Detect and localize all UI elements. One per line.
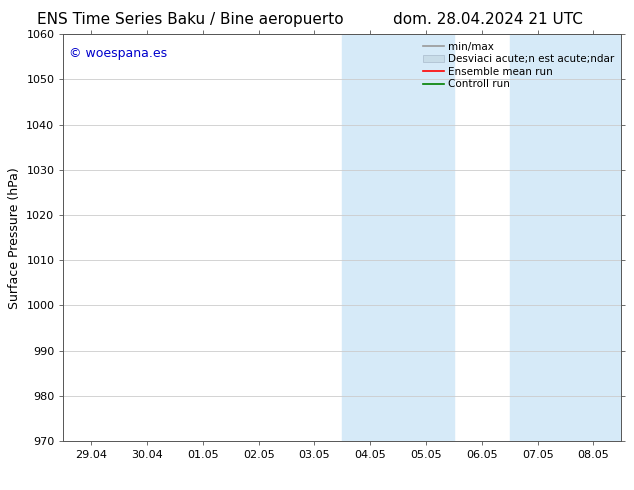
Text: ENS Time Series Baku / Bine aeropuerto: ENS Time Series Baku / Bine aeropuerto [37,12,344,27]
Text: dom. 28.04.2024 21 UTC: dom. 28.04.2024 21 UTC [393,12,583,27]
Text: © woespana.es: © woespana.es [69,47,167,59]
Bar [510,34,621,441]
Y-axis label: Surface Pressure (hPa): Surface Pressure (hPa) [8,167,21,309]
Bar [342,34,454,441]
Legend: min/max, Desviaci acute;n est acute;ndar, Ensemble mean run, Controll run: min/max, Desviaci acute;n est acute;ndar… [418,37,618,94]
